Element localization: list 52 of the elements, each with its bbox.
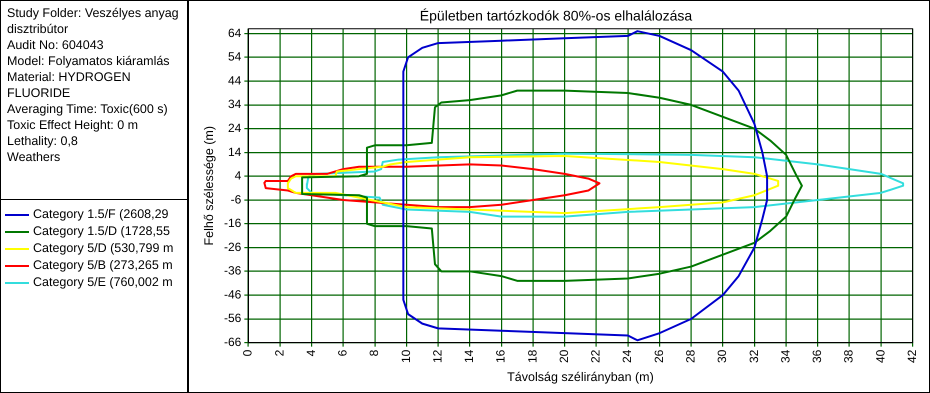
- x-tick-label: 4: [304, 349, 318, 356]
- x-tick-label: 28: [683, 349, 698, 364]
- text: Lethality: 0,8: [7, 133, 79, 149]
- x-tick-label: 36: [810, 349, 824, 364]
- y-tick-label: 64: [228, 26, 242, 40]
- x-tick-label: 42: [904, 349, 919, 364]
- x-tick-label: 18: [525, 349, 540, 364]
- text: Weathers: [7, 149, 62, 165]
- x-tick-label: 10: [398, 349, 413, 364]
- y-tick-label: 34: [228, 97, 242, 112]
- x-tick-label: 34: [778, 349, 792, 364]
- x-axis-title: Távolság szélirányban (m): [507, 370, 654, 384]
- y-tick-label: -56: [224, 311, 242, 326]
- x-tick-label: 40: [873, 349, 888, 364]
- y-tick-label: -16: [224, 216, 242, 230]
- y-tick-label: 44: [228, 73, 242, 88]
- x-tick-label: 12: [430, 349, 444, 364]
- legend-label: Category 1.5/D (1728,55: [33, 223, 170, 240]
- x-tick-label: 22: [588, 349, 603, 364]
- text: Study Folder: Veszélyes anyag disztribútor: [7, 5, 180, 37]
- x-tick-label: 24: [620, 349, 634, 364]
- y-axis-title: Felhő szélessége (m): [202, 126, 216, 246]
- y-tick-label: 14: [228, 144, 242, 159]
- x-tick-label: 6: [336, 349, 350, 356]
- legend-label: Category 5/D (530,799 m: [33, 240, 174, 257]
- y-tick-label: -26: [224, 240, 242, 254]
- y-tick-label: 54: [228, 50, 242, 64]
- y-tick-label: -46: [224, 287, 242, 302]
- x-tick-label: 8: [367, 349, 382, 356]
- text: Audit No: 604043: [7, 37, 105, 53]
- y-tick-label: -66: [224, 334, 242, 349]
- y-tick-label: -6: [230, 192, 242, 206]
- x-tick-label: 20: [556, 349, 571, 364]
- text: Model: Folyamatos kiáramlás: [7, 53, 171, 69]
- x-tick-label: 26: [652, 349, 666, 364]
- y-tick-label: 4: [234, 168, 242, 183]
- text: Toxic Effect Height: 0 m: [7, 117, 140, 133]
- legend-label: Category 5/B (273,265 m: [33, 257, 173, 274]
- legend-label: Category 1.5/F (2608,29: [33, 206, 168, 223]
- y-tick-label: 24: [228, 120, 242, 135]
- x-tick-label: 32: [746, 349, 761, 364]
- x-tick-label: 38: [842, 349, 856, 364]
- x-tick-label: 14: [462, 349, 476, 364]
- x-tick-label: 0: [240, 349, 255, 356]
- text: Material: HYDROGEN FLUORIDE: [7, 69, 132, 101]
- x-tick-label: 30: [715, 349, 730, 364]
- legend-label: Category 5/E (760,002 m: [33, 274, 173, 291]
- y-tick-label: -36: [224, 264, 242, 278]
- x-tick-label: 16: [494, 349, 508, 364]
- text: Averaging Time: Toxic(600 s): [7, 101, 169, 117]
- x-tick-label: 2: [272, 349, 286, 356]
- chart-title: Épületben tartózkodók 80%-os elhalálozása: [420, 7, 692, 24]
